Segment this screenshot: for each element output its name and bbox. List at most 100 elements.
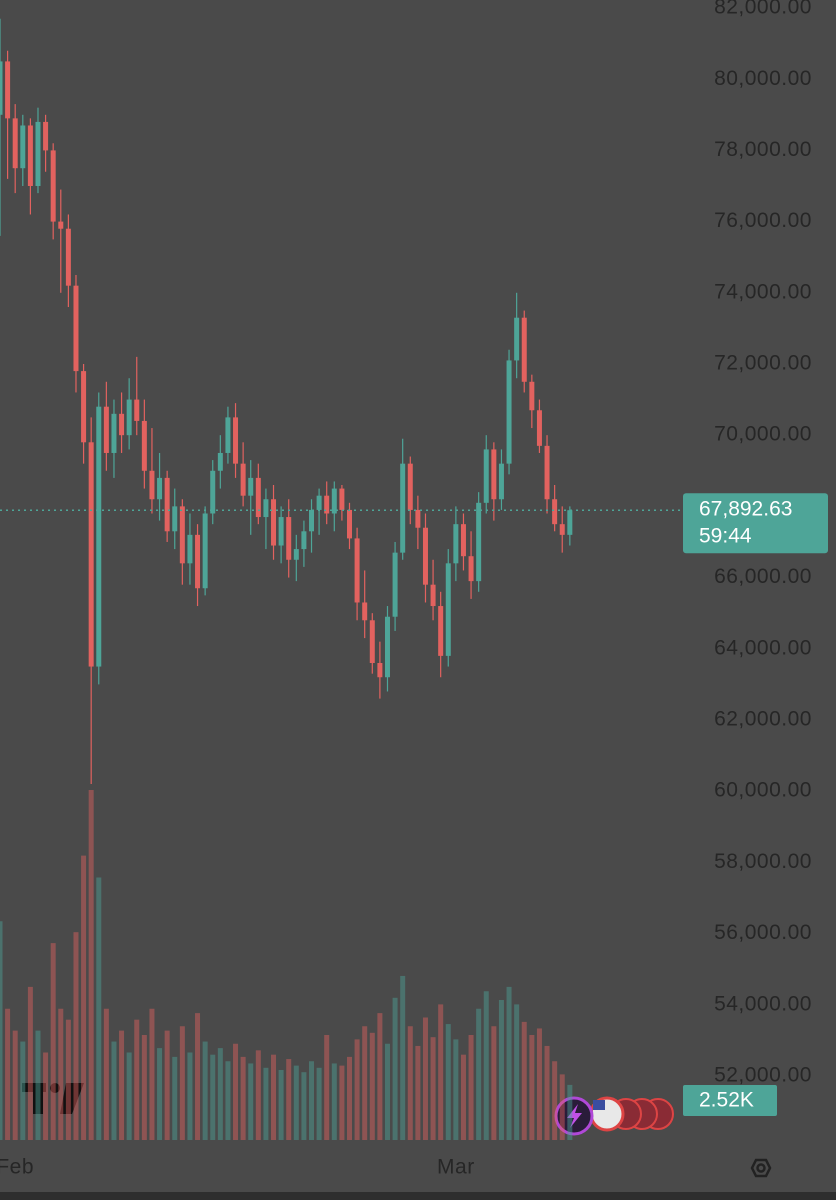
candle-body xyxy=(552,499,558,525)
y-tick-label: 74,000.00 xyxy=(714,280,812,303)
volume-bar xyxy=(445,1024,451,1140)
volume-bar xyxy=(217,1048,223,1140)
y-tick-label: 78,000.00 xyxy=(714,138,812,161)
candle-body xyxy=(309,509,315,532)
volume-bar xyxy=(12,1030,18,1140)
y-tick-label: 52,000.00 xyxy=(714,1063,812,1086)
candle-body xyxy=(240,463,246,496)
volume-bar xyxy=(430,1037,436,1140)
volume-bar xyxy=(339,1065,345,1140)
volume-bar xyxy=(483,991,489,1140)
candle-body xyxy=(255,477,261,518)
volume-bar xyxy=(316,1067,322,1140)
volume-bar xyxy=(27,986,33,1140)
volume-bar xyxy=(552,1061,558,1140)
volume-bar xyxy=(377,1013,383,1140)
event-icons[interactable] xyxy=(554,1096,674,1136)
y-tick-label: 76,000.00 xyxy=(714,209,812,232)
candle-body xyxy=(20,125,26,169)
volume-bar xyxy=(248,1063,254,1140)
volume-bar xyxy=(126,1052,132,1140)
volume-bar xyxy=(202,1041,208,1140)
candle-body xyxy=(126,399,132,436)
volume-bar xyxy=(157,1048,163,1140)
volume-bar xyxy=(172,1056,178,1140)
volume-bar xyxy=(293,1065,299,1140)
volume-bar xyxy=(58,1008,64,1140)
candle-body xyxy=(5,61,11,119)
volume-bar xyxy=(369,1032,375,1140)
volume-bar xyxy=(407,1026,413,1140)
candle-body xyxy=(73,285,79,372)
candle-body xyxy=(468,556,474,582)
volume-bar xyxy=(476,1008,482,1140)
candle-body xyxy=(164,477,170,532)
candle-body xyxy=(271,499,277,546)
volume-bar xyxy=(521,1021,527,1140)
volume-bar xyxy=(286,1059,292,1140)
y-tick-label: 72,000.00 xyxy=(714,352,812,375)
volume-bar xyxy=(498,1000,504,1140)
candle-body xyxy=(195,534,201,589)
candle-body xyxy=(559,524,565,535)
volume-bar xyxy=(240,1056,246,1140)
y-tick-label: 62,000.00 xyxy=(714,708,812,731)
candle-body xyxy=(491,449,497,500)
volume-bar xyxy=(544,1045,550,1140)
volume-bar xyxy=(149,1008,155,1140)
bottom-strip xyxy=(0,1192,836,1200)
candle-body xyxy=(445,563,451,656)
candle-body xyxy=(65,228,71,286)
volume-bar xyxy=(187,1052,193,1140)
y-tick-label: 56,000.00 xyxy=(714,921,812,944)
volume-bar xyxy=(5,1008,11,1140)
volume-bar xyxy=(20,1041,26,1140)
candle-body xyxy=(111,413,117,453)
volume-bar xyxy=(438,1004,444,1140)
candle-body xyxy=(430,584,436,607)
candle-body xyxy=(187,534,193,564)
volume-bar xyxy=(400,975,406,1140)
volume-bar xyxy=(119,1030,125,1140)
volume-bar xyxy=(346,1056,352,1140)
volume-bar xyxy=(453,1039,459,1140)
candle-body xyxy=(331,488,337,514)
candle-body xyxy=(415,509,421,528)
y-tick-label: 58,000.00 xyxy=(714,850,812,873)
candle-body xyxy=(88,442,94,667)
volume-bar xyxy=(225,1061,231,1140)
candle-body xyxy=(362,602,368,621)
volume-badge xyxy=(683,1085,777,1116)
candle-body xyxy=(392,552,398,617)
candle-body xyxy=(225,417,231,453)
candle-body xyxy=(346,509,352,539)
candle-body xyxy=(476,502,482,582)
volume-bar xyxy=(88,790,94,1140)
volume-bar xyxy=(210,1054,216,1140)
y-tick-label: 82,000.00 xyxy=(714,0,812,19)
candle-body xyxy=(134,399,140,421)
candle-body xyxy=(278,517,284,546)
candle-body xyxy=(149,470,155,500)
plot xyxy=(0,18,573,1140)
candle-body xyxy=(233,417,239,464)
tradingview-logo xyxy=(22,1083,84,1114)
candle-body xyxy=(157,477,163,500)
volume-bar xyxy=(233,1043,239,1140)
y-tick-label: 80,000.00 xyxy=(714,67,812,90)
candle-body xyxy=(119,413,125,436)
volume-bar xyxy=(506,986,512,1140)
candle-body xyxy=(35,121,41,186)
last-price-label: 67,892.63 xyxy=(699,498,792,521)
volume-bar xyxy=(567,1084,573,1140)
settings-button[interactable] xyxy=(750,1158,772,1178)
candle-body xyxy=(43,121,49,151)
volume-label: 2.52K xyxy=(699,1089,754,1112)
volume-bar xyxy=(384,1043,390,1140)
volume-bar xyxy=(81,855,87,1140)
volume-bar xyxy=(255,1050,261,1140)
candle-body xyxy=(301,531,307,550)
candle-body xyxy=(422,527,428,585)
y-tick-label: 64,000.00 xyxy=(714,636,812,659)
volume-bar xyxy=(103,1008,109,1140)
